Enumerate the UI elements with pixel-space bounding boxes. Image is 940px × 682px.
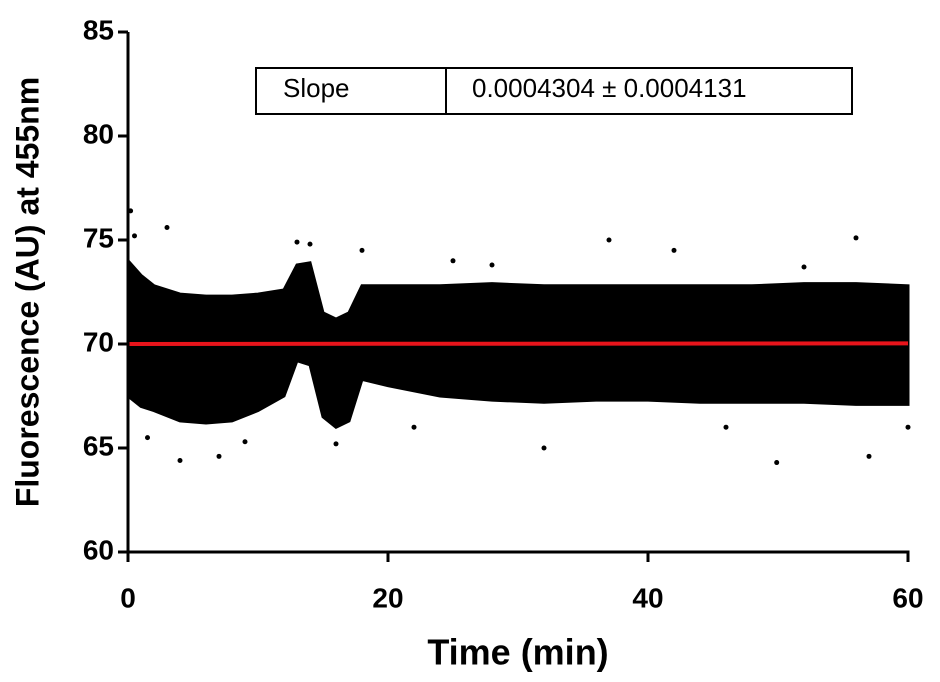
data-point [411,424,417,430]
data-point [294,239,300,245]
data-point [145,435,150,441]
y-tick-label: 70 [83,326,114,357]
annotation-value: 0.0004304 ± 0.0004131 [472,73,747,103]
x-tick-label: 40 [632,582,663,613]
y-tick-label: 60 [83,534,114,565]
data-point [307,241,313,247]
data-point [177,457,183,463]
data-point [359,247,365,253]
x-tick-label: 0 [120,582,136,613]
data-point [774,460,780,466]
data-point [164,225,170,231]
data-point [801,264,807,270]
data-point [866,453,872,459]
x-tick-label: 60 [892,582,923,613]
annotation-label: Slope [283,73,350,103]
x-tick-label: 20 [372,582,403,613]
data-point [216,453,222,459]
data-point [242,439,248,445]
data-point [905,424,911,430]
data-point [853,235,859,241]
data-point [671,247,677,253]
y-tick-label: 65 [83,430,114,461]
data-point [333,441,339,447]
data-point [723,424,729,430]
data-point [132,233,137,239]
y-axis-label: Fluorescence (AU) at 455nm [9,77,45,507]
data-point [541,445,547,451]
y-tick-label: 75 [83,222,114,253]
data-point [450,258,456,264]
y-tick-label: 85 [83,14,114,45]
y-tick-label: 80 [83,118,114,149]
fit-line [127,341,909,346]
x-axis-label: Time (min) [427,632,608,673]
annotation-box [255,67,853,115]
data-point [606,237,612,243]
data-point [489,262,495,268]
